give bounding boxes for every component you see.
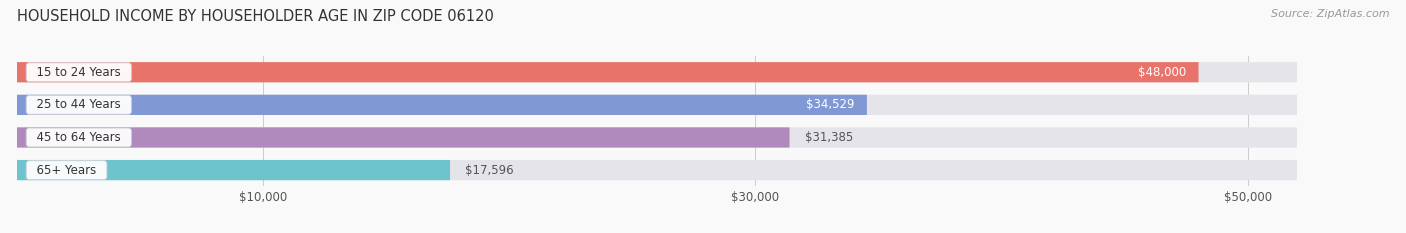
Text: 65+ Years: 65+ Years — [30, 164, 104, 177]
Text: HOUSEHOLD INCOME BY HOUSEHOLDER AGE IN ZIP CODE 06120: HOUSEHOLD INCOME BY HOUSEHOLDER AGE IN Z… — [17, 9, 494, 24]
Text: 15 to 24 Years: 15 to 24 Years — [30, 66, 128, 79]
Text: $17,596: $17,596 — [465, 164, 515, 177]
Text: 25 to 44 Years: 25 to 44 Years — [30, 98, 128, 111]
FancyBboxPatch shape — [17, 62, 1296, 82]
Text: $34,529: $34,529 — [806, 98, 855, 111]
Text: $48,000: $48,000 — [1137, 66, 1187, 79]
FancyBboxPatch shape — [17, 62, 1198, 82]
FancyBboxPatch shape — [17, 127, 1296, 147]
Text: Source: ZipAtlas.com: Source: ZipAtlas.com — [1271, 9, 1389, 19]
Text: 45 to 64 Years: 45 to 64 Years — [30, 131, 128, 144]
FancyBboxPatch shape — [17, 160, 1296, 180]
FancyBboxPatch shape — [17, 95, 1296, 115]
FancyBboxPatch shape — [17, 95, 868, 115]
Text: $31,385: $31,385 — [804, 131, 853, 144]
FancyBboxPatch shape — [17, 127, 790, 147]
FancyBboxPatch shape — [17, 160, 450, 180]
